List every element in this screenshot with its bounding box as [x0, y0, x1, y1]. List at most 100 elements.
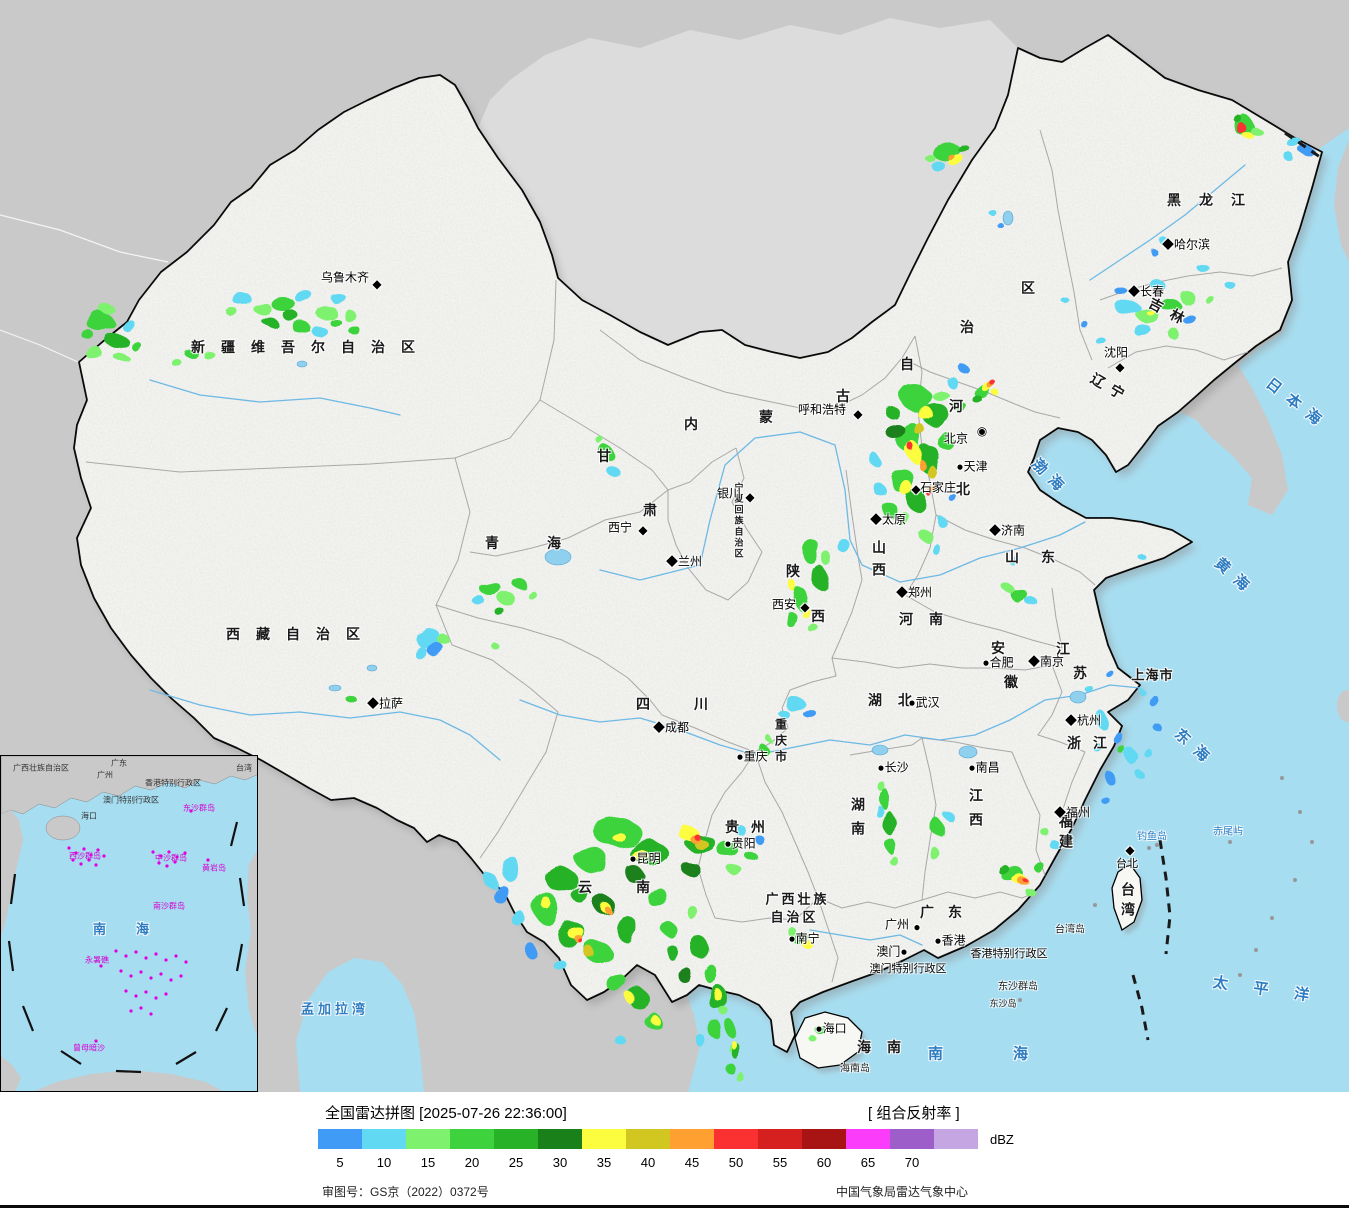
- radar-echo: [310, 325, 326, 335]
- legend-swatch: [670, 1129, 714, 1149]
- radar-echo: [1113, 732, 1123, 744]
- radar-echo: [887, 423, 905, 441]
- radar-echo: [129, 341, 141, 349]
- radar-echo: [484, 873, 496, 887]
- legend-swatch: [494, 1129, 538, 1149]
- radar-echo: [932, 820, 944, 836]
- radar-echo: [916, 458, 924, 468]
- radar-echo: [1003, 584, 1013, 592]
- radar-echo: [647, 889, 669, 907]
- legend-tick: 15: [406, 1155, 450, 1170]
- inset-island-dot: [174, 954, 177, 957]
- inset-island-dot: [124, 989, 127, 992]
- radar-echo: [944, 810, 952, 820]
- radar-echo: [651, 1015, 659, 1025]
- radar-echo: [935, 515, 945, 525]
- radar-echo: [1044, 831, 1052, 839]
- inset-island-dot: [87, 858, 90, 861]
- inset-island-dot: [96, 848, 99, 851]
- radar-echo: [1114, 286, 1126, 294]
- radar-echo: [413, 646, 427, 658]
- radar-echo: [973, 396, 983, 404]
- radar-echo: [513, 912, 527, 928]
- radar-echo: [997, 222, 1003, 228]
- radar-echo: [1158, 296, 1178, 310]
- legend-tick-row: 510152025303540455055606570: [318, 1155, 978, 1170]
- radar-echo: [105, 333, 127, 347]
- small-island: [1147, 846, 1151, 850]
- inset-island-dot: [89, 853, 92, 856]
- radar-echo: [350, 328, 362, 336]
- radar-echo: [876, 780, 884, 790]
- radar-echo: [82, 330, 94, 340]
- radar-echo: [1094, 710, 1106, 726]
- lake: [959, 746, 977, 758]
- radar-echo: [948, 155, 956, 161]
- small-island: [1254, 948, 1258, 952]
- radar-echo: [883, 502, 897, 518]
- legend-swatch: [582, 1129, 626, 1149]
- radar-echo: [801, 606, 811, 618]
- legend-swatch: [362, 1129, 406, 1149]
- inset-island-dot: [67, 846, 70, 849]
- legend-swatch: [626, 1129, 670, 1149]
- radar-echo: [815, 1026, 825, 1034]
- radar-echo: [1008, 556, 1016, 564]
- inset-island-dot: [99, 964, 102, 967]
- south-china-sea-inset: 广西壮族自治区广东广州香港特别行政区澳门特别行政区台湾东沙群岛海口西沙群岛中沙群…: [0, 755, 258, 1092]
- small-island: [1298, 810, 1302, 814]
- radar-echo: [724, 1060, 732, 1072]
- radar-echo: [472, 595, 484, 605]
- radar-echo: [721, 1007, 729, 1017]
- inset-island-dot: [144, 956, 147, 959]
- radar-echo: [791, 583, 799, 593]
- legend-swatch: [318, 1129, 362, 1149]
- data-source-credit: 中国气象局雷达气象中心: [836, 1183, 968, 1200]
- radar-echo: [883, 404, 897, 416]
- radar-echo: [899, 513, 911, 527]
- radar-echo: [785, 926, 795, 934]
- inset-sea: [1, 756, 258, 1092]
- radar-echo: [928, 846, 938, 858]
- legend-tick: 60: [802, 1155, 846, 1170]
- radar-echo: [714, 989, 722, 1001]
- legend-color-bar: [318, 1129, 978, 1149]
- radar-echo: [605, 973, 627, 991]
- radar-echo: [101, 305, 115, 315]
- radar-echo: [900, 386, 932, 410]
- lake: [872, 745, 888, 755]
- radar-echo: [605, 907, 611, 913]
- radar-echo: [263, 317, 277, 327]
- radar-echo: [870, 454, 880, 466]
- radar-echo: [1151, 280, 1165, 290]
- inset-island-dot: [94, 863, 97, 866]
- radar-echo: [345, 313, 359, 323]
- radar-echo: [479, 581, 501, 595]
- small-island: [1018, 998, 1022, 1002]
- radar-echo: [204, 352, 216, 360]
- legend-unit: dBZ: [990, 1132, 1014, 1147]
- radar-echo: [915, 424, 925, 436]
- radar-echo: [1137, 687, 1143, 693]
- legend-tick: 20: [450, 1155, 494, 1170]
- radar-echo: [838, 537, 848, 553]
- legend-tick: 5: [318, 1155, 362, 1170]
- radar-echo: [171, 358, 181, 366]
- radar-echo: [1148, 247, 1156, 253]
- inset-island-dot: [134, 994, 137, 997]
- radar-echo: [900, 480, 912, 496]
- legend-swatch: [802, 1129, 846, 1149]
- inset-island-dot: [74, 851, 77, 854]
- radar-echo: [1146, 309, 1154, 315]
- radar-mosaic-page: 黑龙江吉林辽宁内蒙古自治区新疆维吾尔自治区西藏自治区青海甘肃宁夏回族自治区陕西山…: [0, 0, 1349, 1208]
- radar-echo: [632, 849, 648, 861]
- radar-echo: [757, 744, 767, 752]
- radar-echo: [886, 837, 894, 853]
- radar-echo: [925, 154, 935, 162]
- legend-swatch: [450, 1129, 494, 1149]
- inset-island-dot: [169, 978, 172, 981]
- radar-echo: [84, 346, 102, 358]
- radar-echo: [1183, 315, 1197, 325]
- radar-echo: [573, 847, 607, 869]
- radar-echo: [932, 389, 948, 401]
